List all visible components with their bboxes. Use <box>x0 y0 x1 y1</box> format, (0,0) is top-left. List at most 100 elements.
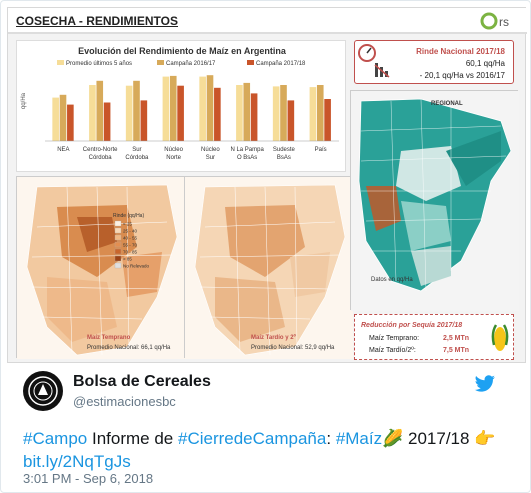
tweet-text-line: #Campo Informe de #CierredeCampaña: #Maí… <box>23 429 495 448</box>
bar-4-0 <box>199 76 206 141</box>
tweet-link[interactable]: bit.ly/2NqTgJs <box>23 452 131 471</box>
map-legend-label-0: < 25 <box>123 222 132 227</box>
map-temprano-avg: Promedio Nacional: 66,1 qq/Ha <box>87 345 171 351</box>
chart-bars <box>52 75 331 141</box>
bar-0-0 <box>52 97 59 141</box>
bar-4-2 <box>214 87 221 141</box>
bar-6-2 <box>287 100 295 141</box>
corn-icon <box>491 324 509 351</box>
tweet-timestamp[interactable]: 3:01 PM - Sep 6, 2018 <box>23 471 154 486</box>
x-tick-label-2: Córdoba <box>125 155 149 161</box>
bar-7-1 <box>316 85 324 141</box>
rinde-value: 60,1 qq/Ha <box>466 59 506 68</box>
map-legend-label-2: 40 - 55 <box>123 236 138 241</box>
legend-swatch-1 <box>157 60 164 65</box>
regional-source: Datos en qq/Ha <box>371 277 413 283</box>
chart-legend: Promedio últimos 5 años Campaña 2016/17 Ca… <box>57 60 306 67</box>
bar-1-0 <box>89 85 96 141</box>
map-legend-label-6: No Relevado <box>123 264 150 269</box>
tweet-text-segment: Informe de <box>87 429 178 448</box>
map-legend-label-4: 70 - 85 <box>123 250 138 255</box>
bar-5-1 <box>243 82 251 141</box>
hashtag-link[interactable]: #CierredeCampaña <box>177 429 327 448</box>
map-legend-swatch-4 <box>114 248 122 255</box>
map-legend-swatch-6 <box>114 262 122 269</box>
user-handle[interactable]: @estimacionesbc <box>73 394 176 409</box>
display-name[interactable]: Bolsa de Cereales <box>73 373 211 390</box>
regional-label: REGIONAL <box>431 101 463 107</box>
tweet-media-image[interactable]: COSECHA - RENDIMIENTOS rs Evolución del … <box>7 7 527 363</box>
map-legend-label-5: > 85 <box>123 257 132 262</box>
rinde-title: Rinde Nacional 2017/18 <box>416 47 505 56</box>
map-legend-title: Rinde (qq/Ha) <box>113 213 144 219</box>
map-legend-swatch-2 <box>114 234 122 241</box>
bar-0-1 <box>59 94 67 141</box>
sequia-box: Reducción por Sequía 2017/18 Maíz Tempra… <box>354 314 514 360</box>
rinde-nacional-svg: Rinde Nacional 2017/18 60,1 qq/Ha - 20,1… <box>358 44 506 80</box>
yield-chart: Evolución del Rendimiento de Maíz en Arg… <box>16 40 346 172</box>
map-tardio-label: Maíz Tardío y 2º <box>251 335 297 341</box>
regional-map-svg: REGIONAL Datos en qq/Ha <box>351 91 519 311</box>
bar-6-0 <box>272 86 280 141</box>
map-legend: < 25 25 - 40 40 - 55 55 - 70 70 - 85 > 85 No R… <box>114 220 150 269</box>
legend-label-2: Campaña 2017/18 <box>256 61 306 67</box>
x-tick-label-7: País <box>315 147 327 153</box>
map-tardio-avg: Promedio Nacional: 52,9 qq/Ha <box>251 345 335 351</box>
infographic-header: COSECHA - RENDIMIENTOS rs <box>8 8 527 34</box>
x-tick-label-1: Córdoba <box>89 155 113 161</box>
x-tick-label-3: Norte <box>166 155 181 161</box>
chart-y-label: qq/Ha <box>21 92 27 109</box>
map-tardio: Maíz Tardío y 2º Promedio Nacional: 52,9… <box>184 176 353 359</box>
map-temprano: Rinde (qq/Ha) < 25 25 - 40 40 - 55 55 - 70 7… <box>16 176 185 359</box>
bar-3-2 <box>177 85 184 141</box>
map-legend-swatch-5 <box>114 255 122 262</box>
bar-5-2 <box>250 93 258 141</box>
bar-7-2 <box>324 99 331 141</box>
bar-3-1 <box>169 75 177 141</box>
x-tick-label-6: BsAs <box>277 155 291 161</box>
tweet-text-segment: 🌽 2017/18 👉 <box>382 429 496 448</box>
map-legend-label-3: 55 - 70 <box>123 243 138 248</box>
bar-1-1 <box>96 80 104 141</box>
legend-label-1: Campaña 2016/17 <box>166 61 216 67</box>
legend-label-0: Promedio últimos 5 años <box>66 61 132 67</box>
bar-2-0 <box>125 85 133 141</box>
rinde-diff: - 20,1 qq/Ha vs 2016/17 <box>420 71 506 80</box>
x-tick-label-0: NEA <box>57 147 69 153</box>
x-tick-label-4: Sur <box>206 155 215 161</box>
sequia-row1-label: Maíz Temprano: <box>369 335 419 342</box>
hashtag-link[interactable]: #Maíz <box>335 429 383 448</box>
tweet-text: #Campo Informe de #CierredeCampaña: #Maí… <box>23 427 513 473</box>
tweet-body: Bolsa de Cereales @estimacionesbc #Campo… <box>1 367 530 492</box>
bar-3-0 <box>162 76 170 141</box>
bar-1-2 <box>103 102 111 141</box>
hashtag-link[interactable]: #Campo <box>23 429 88 448</box>
tweet-text-segment: : <box>326 429 336 448</box>
rinde-nacional-box: Rinde Nacional 2017/18 60,1 qq/Ha - 20,1… <box>354 40 514 84</box>
chart-title: Evolución del Rendimiento de Maíz en Arg… <box>78 46 287 56</box>
map-tardio-svg: Maíz Tardío y 2º Promedio Nacional: 52,9… <box>185 177 353 359</box>
infographic-title: COSECHA - RENDIMIENTOS <box>16 14 179 28</box>
chart-x-labels: NEA Centro-Norte Córdoba Sur Córdoba Núcleo No… <box>57 147 326 161</box>
map-legend-label-1: 25 - 40 <box>123 229 138 234</box>
x-tick-label-3: Núcleo <box>164 147 183 153</box>
x-tick-label-2: Sur <box>132 147 141 153</box>
x-tick-label-5: O BsAs <box>237 155 257 161</box>
x-tick-label-5: N La Pampa <box>230 147 264 153</box>
avatar[interactable] <box>23 371 63 411</box>
bar-2-1 <box>133 80 140 141</box>
twitter-bird-icon[interactable] <box>474 375 496 393</box>
sequia-title: Reducción por Sequía 2017/18 <box>361 322 462 329</box>
map-legend-swatch-1 <box>114 227 122 234</box>
bar-0-2 <box>67 104 74 141</box>
sequia-row2-label: Maíz Tardío/2º: <box>369 347 416 354</box>
logo-icon: rs <box>480 12 509 30</box>
bar-chart-icon <box>375 63 378 77</box>
bar-5-0 <box>236 85 243 141</box>
x-tick-label-4: Núcleo <box>201 147 220 153</box>
x-tick-label-1: Centro-Norte <box>83 147 118 153</box>
avatar-seal-icon <box>25 373 61 409</box>
legend-swatch-2 <box>247 60 254 65</box>
bar-2-2 <box>140 100 148 141</box>
